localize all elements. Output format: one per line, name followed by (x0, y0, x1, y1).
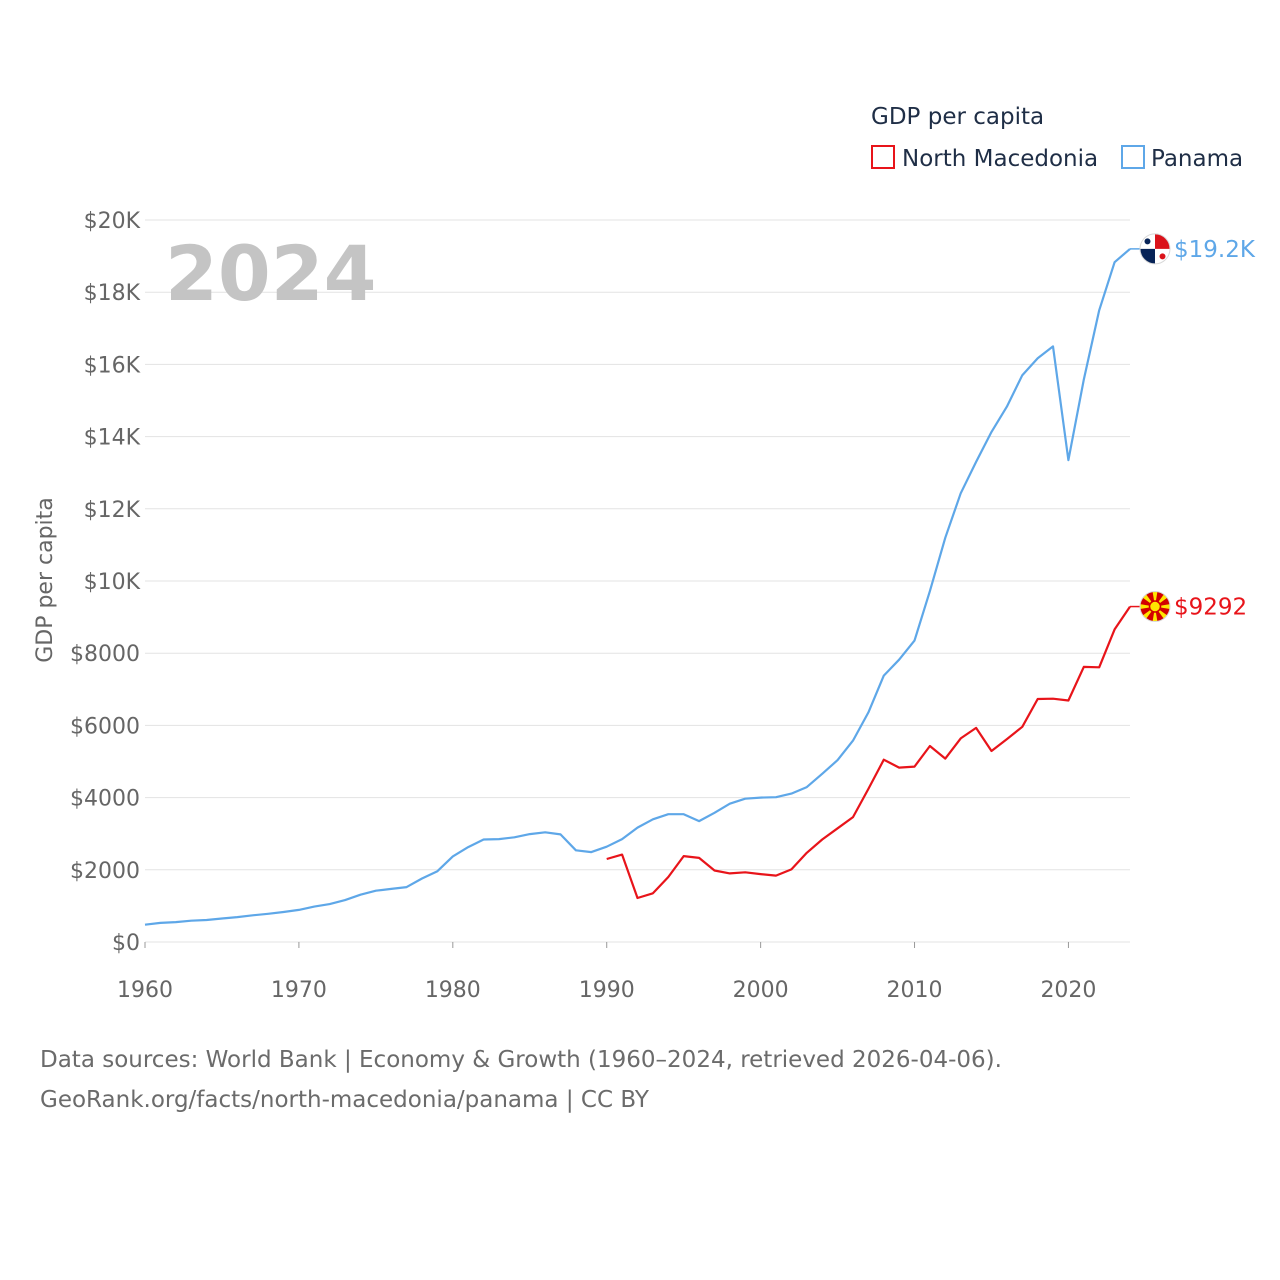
y-tick-label: $0 (112, 931, 140, 956)
end-label-north-macedonia: $9292 (1174, 595, 1247, 621)
series-end-markers: $9292 $19.2K (1130, 233, 1256, 623)
year-label: 2024 (165, 229, 377, 318)
y-tick-label: $8000 (70, 642, 140, 667)
legend-swatch-north-macedonia[interactable] (871, 145, 895, 169)
series-line-panama[interactable] (144, 248, 1131, 926)
y-tick-label: $4000 (70, 787, 140, 812)
y-axis-label: GDP per capita (33, 497, 58, 663)
series-lines (144, 248, 1131, 926)
legend: GDP per capita North Macedonia Panama (871, 104, 1243, 172)
y-tick-label: $20K (84, 209, 141, 234)
legend-label-north-macedonia[interactable]: North Macedonia (902, 146, 1098, 172)
x-tick-label: 1980 (425, 978, 481, 1003)
y-tick-label: $2000 (70, 859, 140, 884)
x-tick-label: 2010 (887, 978, 943, 1003)
legend-title: GDP per capita (871, 104, 1044, 130)
series-line-north-macedonia[interactable] (606, 605, 1131, 900)
source-line-2[interactable]: GeoRank.org/facts/north-macedonia/panama… (40, 1087, 649, 1113)
x-tick-label: 1990 (579, 978, 635, 1003)
y-tick-label: $18K (84, 281, 141, 306)
y-tick-label: $16K (84, 353, 141, 378)
y-tick-label: $10K (84, 570, 141, 595)
legend-label-panama[interactable]: Panama (1151, 146, 1243, 172)
end-label-panama: $19.2K (1174, 237, 1256, 263)
y-tick-label: $12K (84, 498, 141, 523)
y-tick-label: $14K (84, 426, 141, 451)
x-tick-label: 1960 (117, 978, 173, 1003)
y-axis-ticks: $0 $2000 $4000 $6000 $8000 $10K $12K $14K $16K $1… (70, 209, 141, 956)
x-tick-label: 1970 (271, 978, 327, 1003)
x-tick-label: 2000 (733, 978, 789, 1003)
source-line-1: Data sources: World Bank | Economy & Gro… (40, 1047, 1002, 1073)
x-tick-label: 2020 (1040, 978, 1096, 1003)
panama-flag-icon (1139, 233, 1171, 265)
grid-lines (145, 219, 1130, 943)
x-axis-ticks: 1960 1970 1980 1990 2000 2010 2020 (117, 942, 1096, 1003)
legend-swatch-panama[interactable] (1121, 145, 1145, 169)
y-tick-label: $6000 (70, 714, 140, 739)
